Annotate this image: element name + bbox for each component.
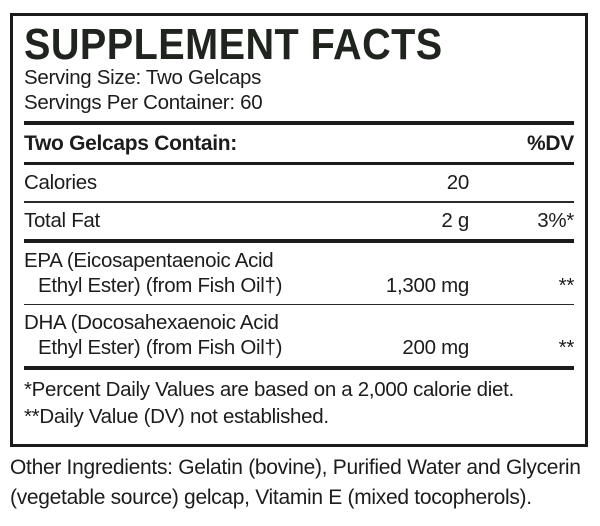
nutrient-dv: ** [558,336,575,360]
nutrient-name: Calories [24,171,97,194]
table-header-contains-label: Two Gelcaps Contain: [24,132,237,155]
nutrient-name-line1: DHA (Docosahexaenoic Acid [24,311,279,335]
supplement-facts-panel: SUPPLEMENT FACTS Serving Size: Two Gelca… [10,13,588,447]
footnotes: *Percent Daily Values are based on a 2,0… [24,370,574,430]
servings-per-container-text: Servings Per Container: 60 [24,91,263,114]
nutrient-dv: 3%* [537,208,574,232]
nutrient-name-line2: Ethyl Ester) (from Fish Oil†) [38,336,283,360]
footnote-dv-not-established: **Daily Value (DV) not established. [24,405,329,429]
nutrient-name-line2: Ethyl Ester) (from Fish Oil†) [38,273,283,297]
nutrient-amount: 20 [446,171,470,194]
divider-thick-mid [24,238,574,243]
nutrient-dv: ** [558,273,575,297]
nutrient-name: DHA (Docosahexaenoic Acid Ethyl Ester) (… [24,310,359,360]
table-row-total-fat: Total Fat 2 g 3%* [24,203,574,239]
table-header-dv-label: %DV [527,132,574,155]
footnote-percent-dv: *Percent Daily Values are based on a 2,0… [24,378,514,402]
nutrient-amount: 2 g [441,208,469,232]
divider-thin-2 [24,303,574,306]
serving-size-text: Serving Size: Two Gelcaps [24,66,262,89]
nutrient-amount: 1,300 mg [385,273,469,297]
panel-title: SUPPLEMENT FACTS [24,20,443,69]
table-row-calories: Calories 20 [24,165,574,201]
nutrient-name-line1: EPA (Eicosapentaenoic Acid [24,248,274,272]
nutrient-amount: 200 mg [402,336,469,360]
divider-thick-top [24,121,574,125]
nutrient-name: EPA (Eicosapentaenoic Acid Ethyl Ester) … [24,248,359,298]
nutrient-name: Total Fat [24,208,100,232]
divider-medium [24,162,574,165]
table-header-row: Two Gelcaps Contain: %DV [24,125,574,162]
divider-thick-bottom [24,366,574,371]
divider-thin-1 [24,201,574,203]
table-row-dha: DHA (Docosahexaenoic Acid Ethyl Ester) (… [24,305,574,366]
table-row-epa: EPA (Eicosapentaenoic Acid Ethyl Ester) … [24,243,574,304]
other-ingredients-text: Other Ingredients: Gelatin (bovine), Pur… [10,456,581,509]
